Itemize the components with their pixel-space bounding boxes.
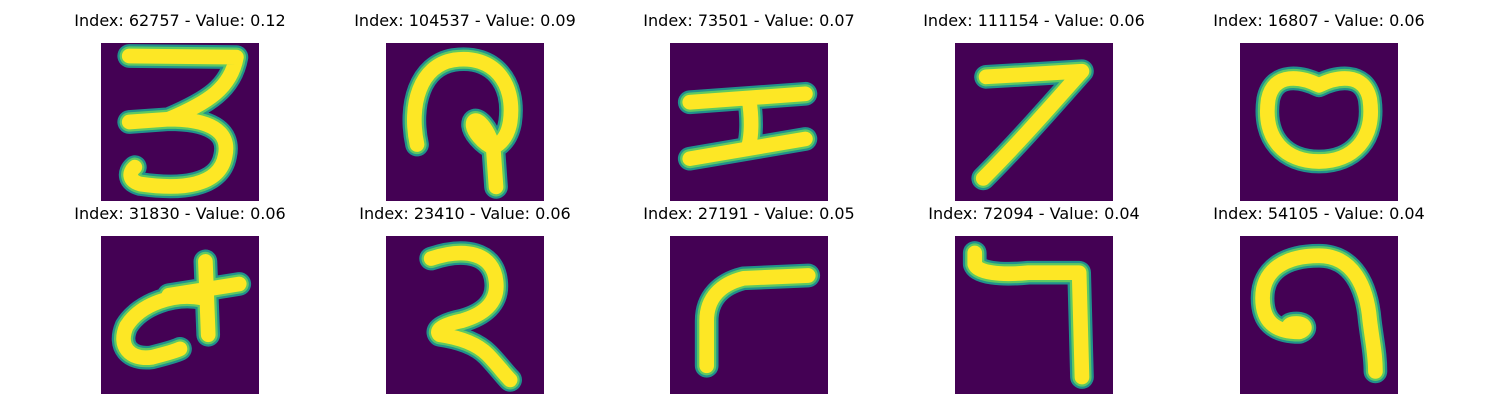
digit-image [670,236,828,394]
digit-image [670,43,828,201]
panel-8: Index: 27191 - Value: 0.05 [629,202,869,394]
digit-image [955,236,1113,394]
panel-9: Index: 72094 - Value: 0.04 [914,202,1154,394]
panel-5: Index: 16807 - Value: 0.06 [1199,9,1439,201]
panel-title: Index: 54105 - Value: 0.04 [1213,204,1425,223]
digit-image [101,236,259,394]
digit-image [101,43,259,201]
panel-title: Index: 23410 - Value: 0.06 [359,204,571,223]
panel-title: Index: 111154 - Value: 0.06 [923,11,1145,30]
panel-title: Index: 72094 - Value: 0.04 [928,204,1140,223]
panel-7: Index: 23410 - Value: 0.06 [345,202,585,394]
panel-title: Index: 31830 - Value: 0.06 [74,204,286,223]
panel-title: Index: 62757 - Value: 0.12 [74,11,286,30]
panel-1: Index: 62757 - Value: 0.12 [60,9,300,201]
panel-title: Index: 27191 - Value: 0.05 [643,204,855,223]
panel-2: Index: 104537 - Value: 0.09 [345,9,585,201]
digit-image [386,236,544,394]
panel-title: Index: 104537 - Value: 0.09 [354,11,576,30]
digit-image [1240,236,1398,394]
panel-6: Index: 31830 - Value: 0.06 [60,202,300,394]
panel-title: Index: 16807 - Value: 0.06 [1213,11,1425,30]
panel-title: Index: 73501 - Value: 0.07 [643,11,855,30]
panel-3: Index: 73501 - Value: 0.07 [629,9,869,201]
panel-4: Index: 111154 - Value: 0.06 [914,9,1154,201]
digit-image [1240,43,1398,201]
digit-image [386,43,544,201]
panel-10: Index: 54105 - Value: 0.04 [1199,202,1439,394]
digit-image [955,43,1113,201]
